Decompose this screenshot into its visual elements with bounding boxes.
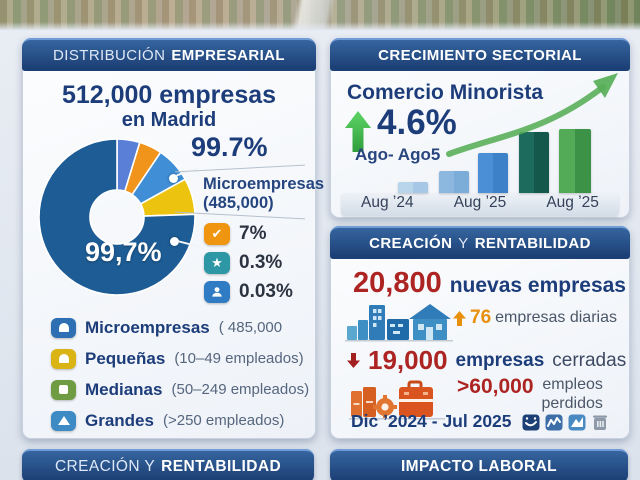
check-icon: ✔ [204,223,230,245]
size-legend: Microempresas ( 485,000 Pequeñas (10–49 … [51,317,309,431]
new-companies-row: 20,800 nuevas empresas [353,267,626,300]
legend-label: Microempresas [85,317,210,337]
total-companies-subtitle: en Madrid [121,109,217,131]
small-down-arrow-icon [347,353,360,368]
bar-x-labels: Aug ʼ24 Aug ʼ25 Aug ʼ25 [341,194,619,212]
panel-header-creacion-rentabilidad-bottom: CREACIÓN Y RENTABILIDAD [22,449,314,480]
daily-companies-row: 76 empresas diarias [453,307,617,329]
header-word-bold: CREACIÓN [369,235,453,252]
panel-creacion-rentabilidad: CREACIÓN Y RENTABILIDAD 20,800 nuevas em… [330,226,630,439]
jobs-lost-label-1: empleos [542,376,603,393]
percent-chip-list: ✔ 7% ★ 0.3% 0.03% [204,223,293,303]
legend-detail: ( 485,000 [218,319,283,336]
growth-value: 4.6% [377,103,457,142]
jobs-lost-row: >60,000 empleos perdidos [457,375,603,413]
header-word-light: DISTRIBUCIÓN [53,47,166,64]
closed-companies-row: 19,000 empresas cerradas [347,345,626,376]
new-companies-value: 20,800 [353,267,442,299]
panel-crecimiento-sectorial: CRECIMIENTO SECTORIAL Comercio Minorista… [330,38,630,218]
legend-label: Medianas [85,379,163,399]
growth-bar [398,182,428,193]
header-word-bold: RENTABILIDAD [474,235,591,252]
bar-x-label: Aug ʼ25 [546,194,599,211]
small-up-arrow-icon [453,310,466,326]
closed-label-rest: cerradas [552,349,627,371]
total-companies-title: 512,000 empresas [61,81,277,109]
microempresas-count: (485,000) [203,194,274,212]
panel-header-creacion: CREACIÓN Y RENTABILIDAD [330,226,630,259]
legend-detail: (10–49 empleados) [174,350,304,367]
donut-center-label: 99,7% [85,237,162,267]
city-aerial-photo [0,0,640,30]
bar-axis-strip [341,193,619,216]
panel-header-distribucion: DISTRIBUCIÓN EMPRESARIAL [22,38,316,71]
panel-header-impacto-laboral: IMPACTO LABORAL [330,449,628,480]
microempresas-percent: 99.7% [191,132,268,162]
legend-label: Grandes [85,410,154,430]
growth-bar [478,153,508,193]
slice-darkblue [38,138,196,296]
donut-chart [38,138,196,296]
growth-bar [439,171,469,193]
period-icons [522,413,609,431]
area-chart-icon [568,414,586,430]
closed-value: 19,000 [368,345,448,375]
legend-item-microempresas: Microempresas ( 485,000 [51,317,309,338]
period-row: Dic ʼ2024 - Jul 2025 [351,411,609,432]
closed-business-icon [349,380,445,420]
trash-icon [592,415,607,430]
microempresas-label: Microempresas [203,175,325,193]
header-word-light: CREACIÓN Y [54,458,156,475]
person-icon [204,281,230,303]
calendar-icon [522,414,540,430]
bar-chart [331,39,629,217]
legend-detail: (>250 empleados) [162,412,285,429]
header-word-bold: EMPRESARIAL [171,47,285,64]
growth-period: Ago- Ago5 [355,145,441,164]
growth-up-arrow-icon [345,111,371,152]
period-label: Dic ʼ2024 - Jul 2025 [351,411,512,431]
buildings-icon [345,304,453,342]
panel-distribucion-empresarial: DISTRIBUCIÓN EMPRESARIAL 512,000 empresa… [22,38,324,439]
chip-value: 0.03% [239,281,293,302]
header-word-bold: RENTABILIDAD [161,458,282,475]
building-icon [51,317,76,338]
header-word-bold: CRECIMIENTO SECTORIAL [378,47,582,64]
new-companies-label: nuevas empresas [449,274,626,297]
header-word-bold: IMPACTO LABORAL [400,458,558,475]
star-icon: ★ [204,252,230,274]
jobs-lost-value: >60,000 [457,375,534,398]
building-icon [51,348,76,369]
square-icon [51,379,76,400]
callout-dot-microempresas [169,174,178,183]
growth-bar [559,129,591,193]
callout-dot-pequenas [170,237,179,246]
legend-detail: (50–249 empleados) [171,381,310,398]
legend-item-medianas: Medianas (50–249 empleados) [51,379,309,400]
chip-row-grandes: 0.03% [204,281,293,303]
chip-row-pequenas: ✔ 7% [204,223,293,245]
daily-value: 76 [470,307,492,328]
bar-x-label: Aug ʼ24 [361,194,414,211]
chip-value: 7% [239,223,267,244]
panel-header-crecimiento: CRECIMIENTO SECTORIAL [330,38,630,71]
line-chart-icon [545,414,563,430]
chip-value: 0.3% [239,252,283,273]
legend-item-pequenas: Pequeñas (10–49 empleados) [51,348,309,369]
header-word-light: Y [458,235,469,252]
closed-label-bold: empresas [455,349,545,371]
chip-row-medianas: ★ 0.3% [204,252,293,274]
triangle-icon [51,410,76,431]
legend-item-grandes: Grandes (>250 empleados) [51,410,309,431]
legend-label: Pequeñas [85,348,166,368]
growth-bar [519,132,549,193]
daily-label: empresas diarias [495,309,617,326]
bar-x-label: Aug ʼ25 [453,194,507,211]
jobs-lost-label-2: perdidos [541,395,603,412]
